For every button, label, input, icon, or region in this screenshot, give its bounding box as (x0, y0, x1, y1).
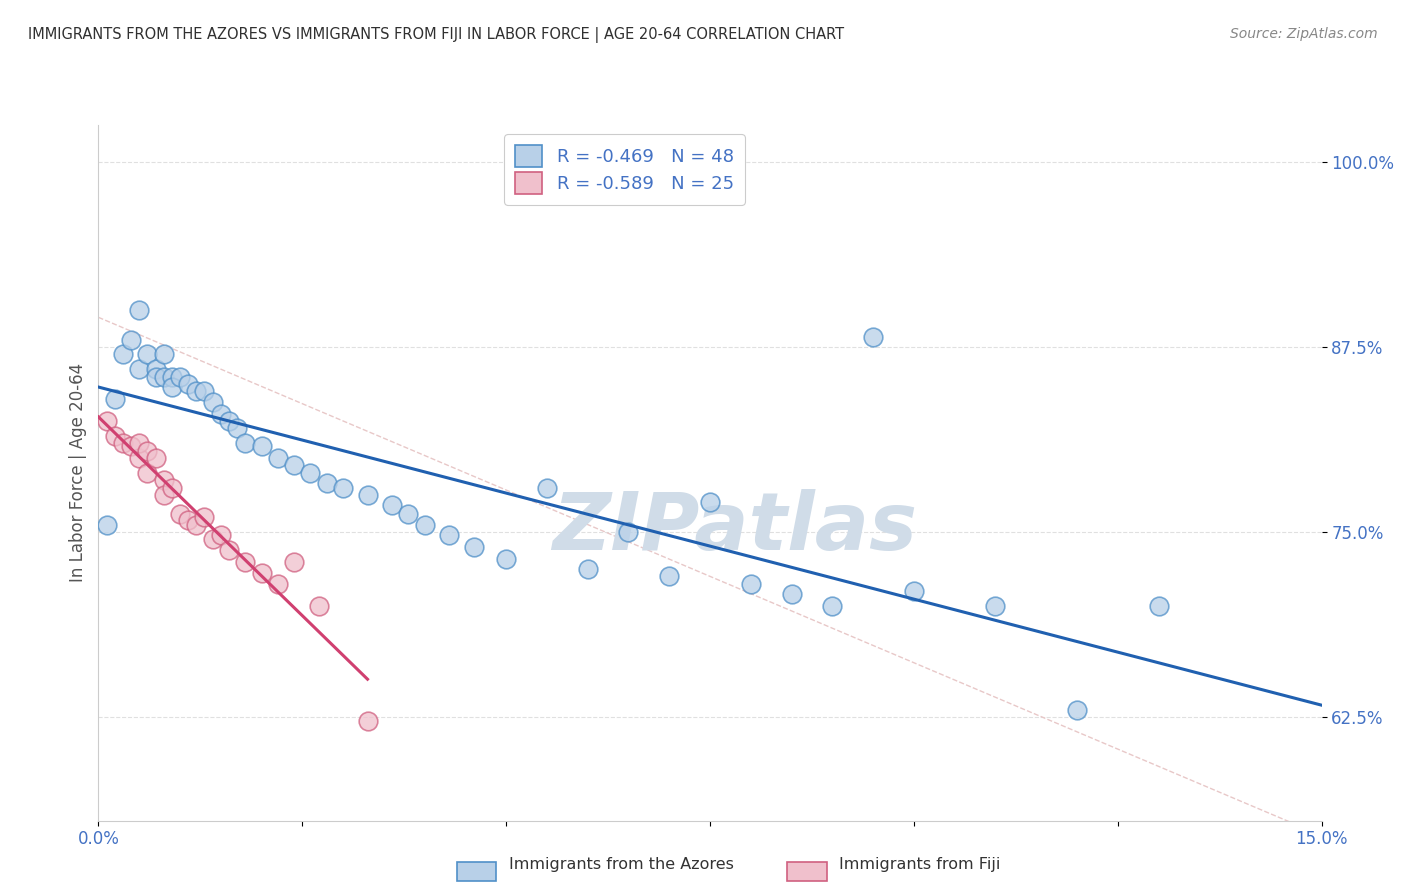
Point (128, 302, 150, 317)
Point (1066, 703, 1088, 717)
Text: Immigrants from the Azores: Immigrants from the Azores (509, 857, 734, 872)
Point (233, 436, 256, 450)
Legend: R = -0.469   N = 48, R = -0.589   N = 25: R = -0.469 N = 48, R = -0.589 N = 25 (505, 134, 745, 205)
Point (463, 540, 485, 554)
Point (1147, 599, 1170, 613)
Point (152, 369, 174, 384)
Point (186, 517, 208, 532)
Point (862, 329, 884, 343)
Point (267, 576, 290, 591)
Point (152, 347, 174, 361)
Point (152, 473, 174, 487)
Point (356, 488, 378, 502)
Point (283, 458, 305, 473)
Point (193, 510, 215, 524)
Point (218, 414, 240, 428)
Point (145, 362, 167, 376)
Point (160, 380, 183, 394)
Point (250, 566, 273, 581)
Point (218, 542, 240, 557)
Point (136, 443, 159, 458)
Point (780, 587, 803, 601)
Point (299, 466, 322, 480)
Point (169, 369, 191, 384)
Y-axis label: In Labor Force | Age 20-64: In Labor Force | Age 20-64 (69, 363, 87, 582)
Point (984, 599, 1007, 613)
Point (381, 499, 404, 513)
Point (226, 421, 249, 435)
Point (356, 714, 378, 729)
Point (201, 533, 224, 547)
Point (283, 555, 305, 569)
Point (136, 347, 159, 361)
Point (145, 450, 167, 465)
Point (160, 369, 183, 384)
Text: Source: ZipAtlas.com: Source: ZipAtlas.com (1230, 27, 1378, 41)
Point (658, 569, 681, 583)
Point (169, 507, 191, 521)
Point (104, 392, 127, 406)
Point (96, 414, 118, 428)
Point (209, 407, 232, 421)
Point (128, 436, 150, 450)
Point (120, 333, 142, 347)
Point (128, 362, 150, 376)
Point (120, 439, 142, 453)
Point (193, 384, 215, 399)
Point (576, 562, 599, 576)
Point (250, 439, 273, 453)
Point (267, 450, 290, 465)
Point (177, 513, 200, 527)
Point (437, 528, 460, 542)
Point (233, 555, 256, 569)
Point (186, 384, 208, 399)
Point (104, 429, 127, 443)
Text: Immigrants from Fiji: Immigrants from Fiji (839, 857, 1001, 872)
Point (413, 517, 436, 532)
Point (136, 466, 159, 480)
Point (128, 450, 150, 465)
Point (821, 599, 844, 613)
Point (903, 584, 925, 599)
Point (145, 369, 167, 384)
Text: IMMIGRANTS FROM THE AZORES VS IMMIGRANTS FROM FIJI IN LABOR FORCE | AGE 20-64 CO: IMMIGRANTS FROM THE AZORES VS IMMIGRANTS… (28, 27, 844, 43)
Point (740, 576, 762, 591)
Point (160, 481, 183, 495)
Point (96, 517, 118, 532)
Point (111, 436, 134, 450)
Point (699, 495, 721, 509)
Point (177, 376, 200, 391)
Text: ZIPatlas: ZIPatlas (553, 490, 917, 567)
Point (111, 347, 134, 361)
Point (617, 524, 640, 539)
Point (332, 481, 354, 495)
Point (308, 599, 330, 613)
Point (495, 551, 517, 566)
Point (536, 481, 558, 495)
Point (209, 528, 232, 542)
Point (152, 488, 174, 502)
Point (396, 507, 419, 521)
Point (315, 476, 337, 491)
Point (201, 394, 224, 409)
